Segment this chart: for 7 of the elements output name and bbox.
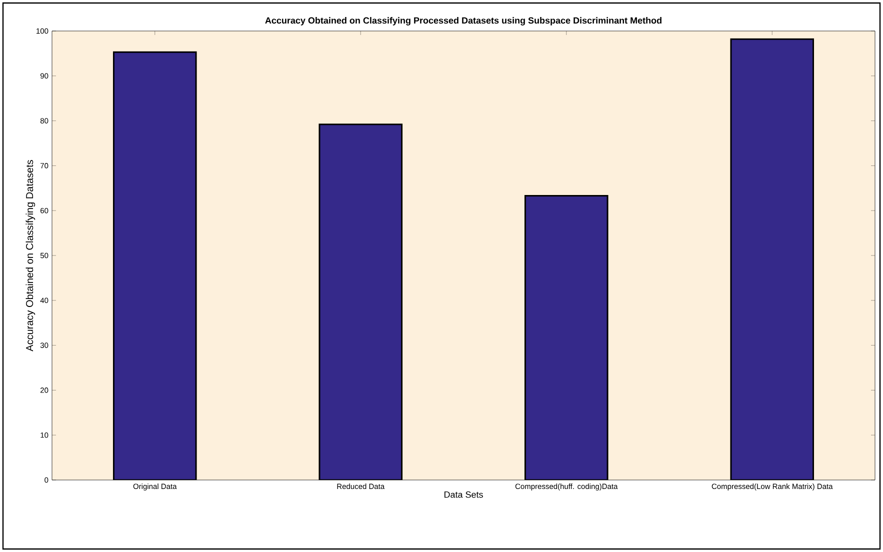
bar [318, 124, 403, 480]
chart-title: Accuracy Obtained on Classifying Processed Datasets using Subspace Discriminant Method [265, 17, 662, 26]
bar [730, 38, 814, 480]
x-axis-title: Data Sets [444, 491, 483, 498]
bar [524, 195, 608, 480]
bar [112, 51, 197, 480]
y-axis-title: Accuracy Obtained on Classifying Datasets [26, 160, 36, 352]
